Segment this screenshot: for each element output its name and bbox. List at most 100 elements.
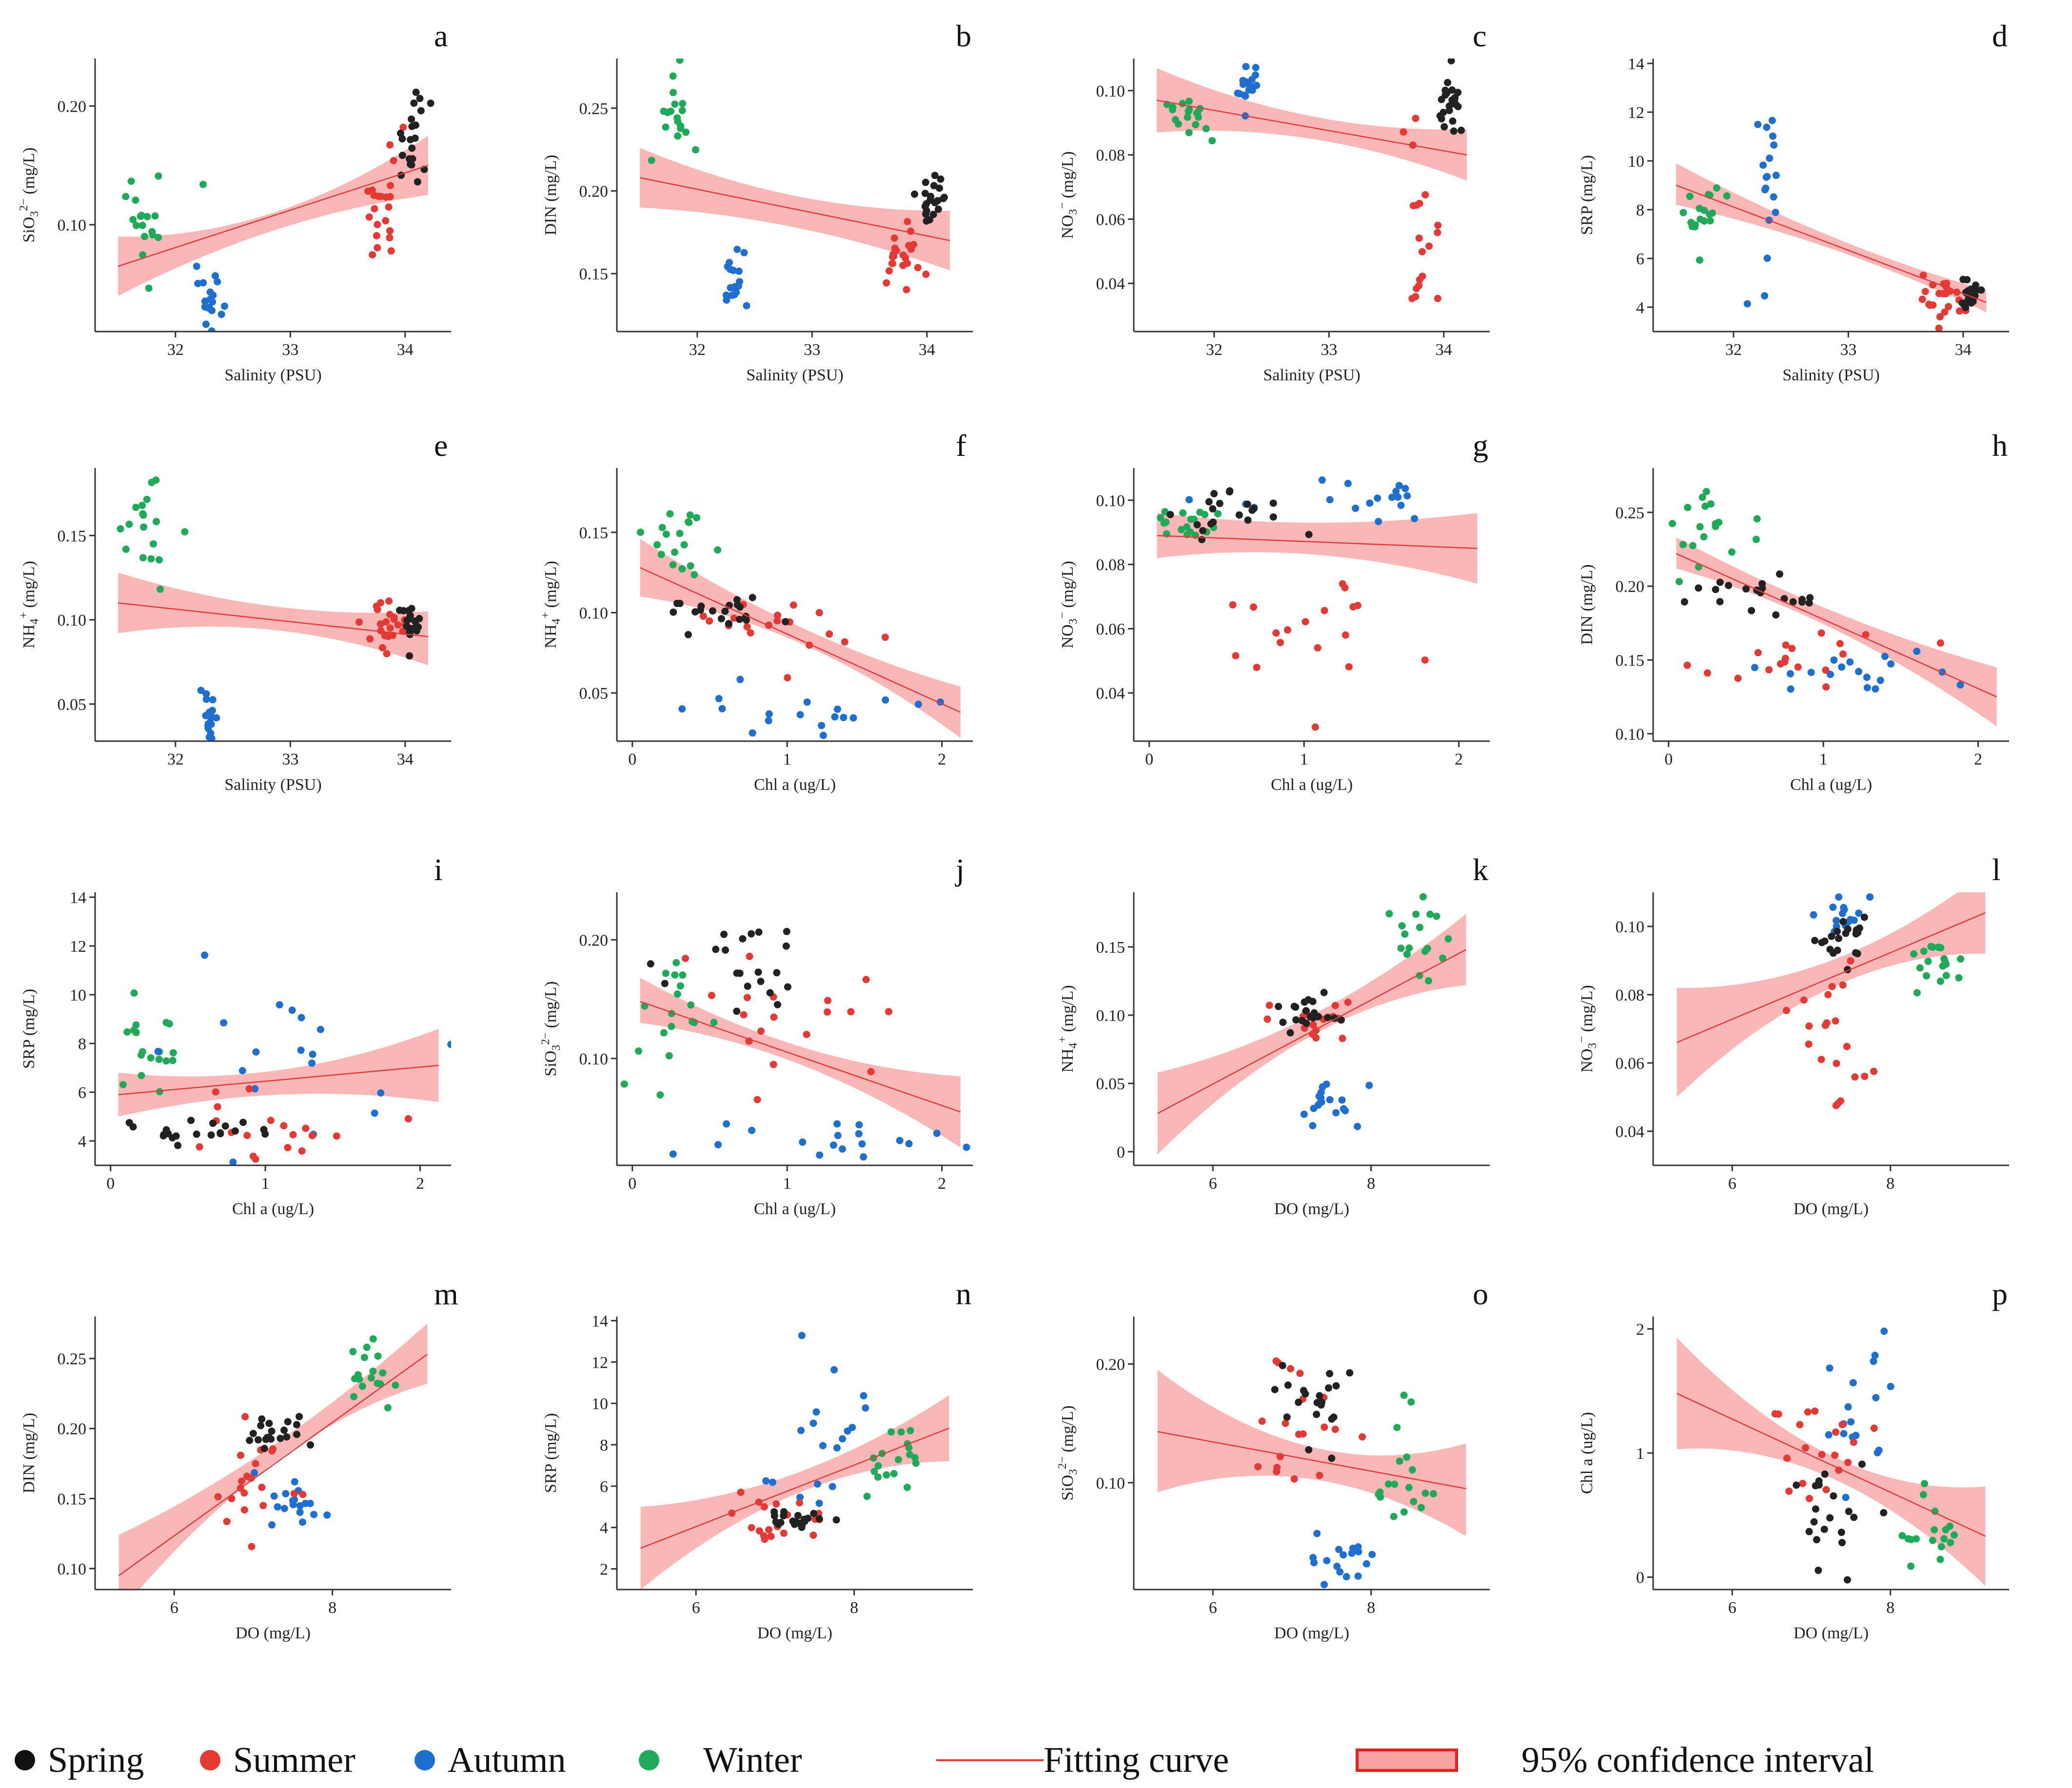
point-summer xyxy=(1290,1475,1298,1483)
point-spring xyxy=(1829,949,1837,957)
point-summer xyxy=(1824,991,1832,999)
y-tick-label: 4 xyxy=(1636,299,1644,317)
point-summer xyxy=(1321,1423,1328,1431)
point-spring xyxy=(1324,1014,1332,1022)
point-summer xyxy=(841,638,849,646)
point-spring xyxy=(1813,1536,1820,1544)
point-spring xyxy=(1166,511,1174,518)
point-winter xyxy=(374,1352,382,1360)
point-spring xyxy=(717,615,725,623)
y-axis-title: NH4+ (mg/L) xyxy=(539,561,563,648)
point-autumn xyxy=(1319,1083,1326,1091)
point-spring xyxy=(1964,287,1972,295)
point-winter xyxy=(1177,526,1185,533)
point-autumn xyxy=(282,1490,290,1497)
point-winter xyxy=(676,982,684,990)
point-autumn xyxy=(840,714,848,722)
point-summer xyxy=(382,618,390,626)
y-tick-label: 0.10 xyxy=(58,216,87,235)
point-spring xyxy=(733,969,741,977)
point-autumn xyxy=(298,1518,306,1526)
point-summer xyxy=(773,617,781,625)
point-autumn xyxy=(1870,1357,1877,1365)
point-spring xyxy=(193,1130,200,1138)
point-spring xyxy=(1772,611,1780,619)
panel-d: d 32 33 34 4 6 8 10 12 14 Salinity (PSU) SRP (mg/L) xyxy=(1578,19,2009,384)
point-spring xyxy=(757,978,765,985)
point-summer xyxy=(383,650,391,658)
x-tick-label: 34 xyxy=(1955,341,1972,359)
y-tick-label: 12 xyxy=(1628,104,1644,122)
point-winter xyxy=(1161,508,1169,515)
point-winter xyxy=(138,221,146,229)
point-summer xyxy=(374,606,381,613)
point-summer xyxy=(1781,654,1789,662)
point-winter xyxy=(897,1428,905,1436)
point-winter xyxy=(863,1493,871,1500)
point-spring xyxy=(1695,584,1702,592)
point-summer xyxy=(385,597,393,605)
point-autumn xyxy=(1810,911,1817,919)
point-winter xyxy=(1405,944,1413,952)
y-tick-label: 8 xyxy=(78,1035,86,1053)
plot-area xyxy=(118,951,451,1165)
x-tick-label: 34 xyxy=(1436,341,1452,359)
fit-line xyxy=(640,567,961,713)
point-winter xyxy=(363,1343,371,1351)
point-autumn xyxy=(1395,482,1403,490)
point-spring xyxy=(1324,1384,1332,1392)
point-winter xyxy=(169,1049,177,1057)
point-winter xyxy=(687,562,694,570)
point-summer xyxy=(1296,1370,1304,1377)
point-winter xyxy=(1696,205,1703,213)
point-summer xyxy=(259,1502,267,1510)
point-autumn xyxy=(831,713,839,721)
x-tick-label: 1 xyxy=(783,750,791,768)
point-spring xyxy=(937,175,945,183)
point-winter xyxy=(140,523,148,531)
point-spring xyxy=(1447,59,1455,65)
point-summer xyxy=(1921,288,1929,295)
point-winter xyxy=(139,510,147,518)
point-spring xyxy=(239,1119,247,1126)
point-summer xyxy=(1776,660,1784,668)
point-spring xyxy=(1820,1525,1828,1533)
point-autumn xyxy=(229,1158,237,1165)
point-summer xyxy=(243,1132,251,1140)
x-tick-label: 32 xyxy=(1725,341,1742,359)
point-spring xyxy=(1805,1528,1813,1535)
point-summer xyxy=(371,205,378,213)
point-winter xyxy=(874,1462,882,1470)
point-winter xyxy=(1417,1504,1425,1512)
point-autumn xyxy=(309,1050,316,1058)
point-spring xyxy=(1320,989,1328,997)
point-spring xyxy=(1243,500,1251,508)
point-summer xyxy=(1309,1021,1317,1029)
point-spring xyxy=(673,600,681,608)
point-autumn xyxy=(1342,1107,1349,1115)
point-winter xyxy=(143,213,151,220)
y-tick-label: 0.15 xyxy=(579,524,609,542)
point-summer xyxy=(385,203,393,211)
x-tick-label: 1 xyxy=(783,1175,791,1193)
point-spring xyxy=(832,1516,840,1524)
point-winter xyxy=(1947,1539,1954,1547)
point-winter xyxy=(137,213,144,220)
y-tick-label: 4 xyxy=(78,1133,86,1151)
panel-label: g xyxy=(1473,428,1488,463)
point-autumn xyxy=(748,1126,756,1134)
point-summer xyxy=(386,624,394,632)
point-winter xyxy=(1937,1543,1945,1551)
point-winter xyxy=(140,233,148,240)
point-autumn xyxy=(858,1140,866,1148)
x-tick-label: 0 xyxy=(628,750,636,768)
point-summer xyxy=(1825,1591,1832,1598)
panel-n: n 6 8 2 4 6 8 10 12 14 DO (mg/L) SRP (mg/L) xyxy=(542,1277,973,1642)
point-summer xyxy=(1833,1060,1840,1067)
point-winter xyxy=(1190,515,1198,523)
point-autumn xyxy=(310,1511,318,1518)
point-spring xyxy=(396,129,404,137)
point-summer xyxy=(1232,652,1240,660)
point-autumn xyxy=(1234,89,1242,97)
